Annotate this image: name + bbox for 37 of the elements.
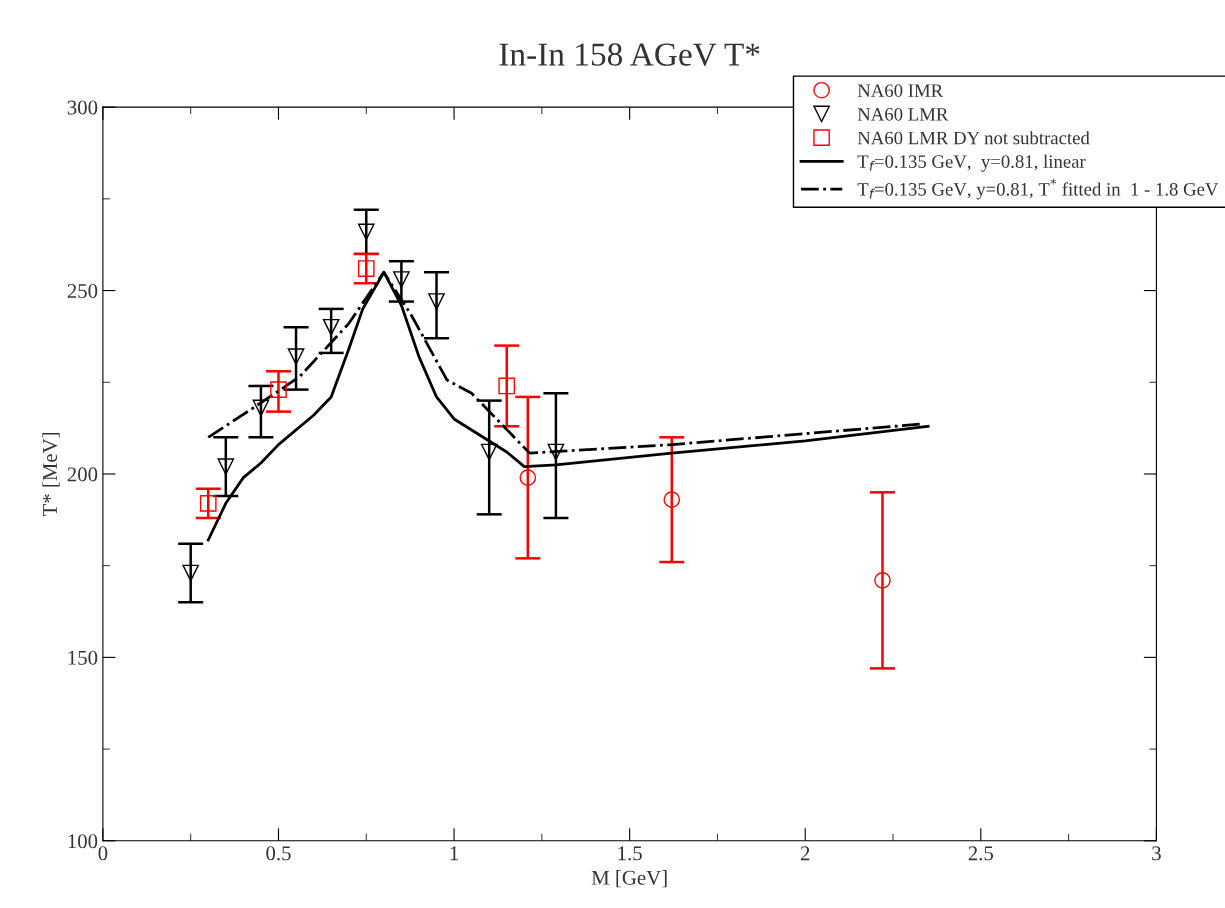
point: [199, 494, 217, 512]
x-tick-label: 1.5: [618, 846, 642, 861]
y-axis-title: T* [MeV]: [42, 433, 60, 517]
point: [357, 260, 375, 277]
y-tick-label: 300: [67, 100, 98, 115]
x-axis-title: M [GeV]: [591, 870, 667, 888]
point: [393, 271, 410, 288]
point: [874, 572, 891, 589]
x-tick-label: 2: [800, 846, 810, 861]
y-tick-label: 150: [68, 650, 98, 665]
point: [519, 469, 537, 486]
y-tick-label: 200: [67, 467, 98, 482]
point: [182, 564, 200, 582]
point: [322, 318, 340, 336]
legend-label: NA60 IMR: [857, 84, 944, 97]
point: [357, 223, 375, 241]
y-tick-label: 100: [68, 834, 98, 849]
point: [498, 377, 516, 395]
point: [663, 491, 681, 508]
point: [217, 458, 235, 475]
point: [547, 443, 565, 461]
point: [270, 381, 287, 398]
point: [428, 293, 445, 310]
legend-label: NA60 LMR DY not subtracted: [857, 131, 1090, 145]
legend-label: T$_{f}$=0.135 GeV, y=0.81, T$^{*}$ fitted in 1 - 1.8 GeV: [857, 178, 1219, 200]
point: [480, 443, 498, 461]
x-tick-label: 1: [450, 846, 459, 861]
point: [252, 399, 270, 417]
x-tick-label: 2.5: [968, 846, 994, 861]
chart-title: In-In 158 AGeV T*: [499, 43, 760, 66]
x-tick-label: 3: [1152, 846, 1161, 861]
legend-label: T$_{f}$=0.135 GeV, y=0.81, linear: [857, 154, 1086, 172]
x-tick-label: 0.5: [266, 846, 291, 861]
point: [287, 348, 305, 365]
legend-label: NA60 LMR: [857, 108, 949, 121]
y-tick-label: 250: [67, 283, 98, 298]
x-tick-label: 0: [98, 846, 108, 861]
